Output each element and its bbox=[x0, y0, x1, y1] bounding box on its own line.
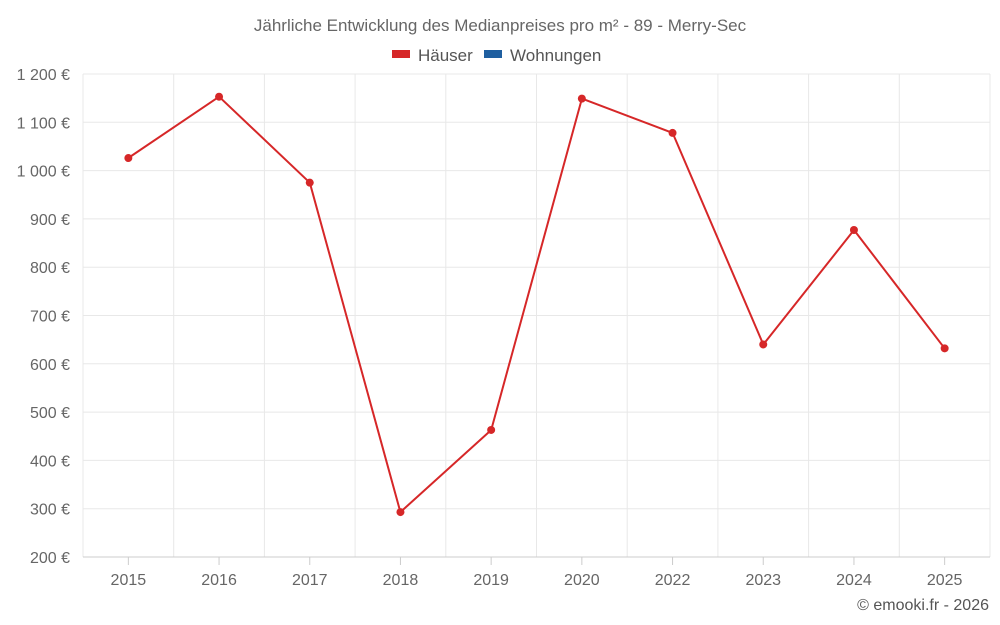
x-tick-label: 2024 bbox=[836, 572, 872, 589]
legend-item-wohnungen[interactable]: Wohnungen bbox=[484, 46, 601, 65]
y-tick-label: 300 € bbox=[30, 502, 70, 519]
data-point[interactable] bbox=[124, 154, 133, 163]
y-tick-label: 1 200 € bbox=[17, 67, 70, 84]
data-point[interactable] bbox=[577, 94, 586, 103]
legend: Häuser Wohnungen bbox=[392, 46, 601, 65]
series-layer bbox=[124, 92, 949, 517]
credit-text: © emooki.fr - 2026 bbox=[857, 597, 989, 614]
y-tick-label: 400 € bbox=[30, 453, 70, 470]
series-line-0 bbox=[127, 95, 946, 514]
y-tick-label: 800 € bbox=[30, 260, 70, 277]
legend-item-haeuser[interactable]: Häuser bbox=[392, 46, 473, 65]
y-tick-label: 600 € bbox=[30, 357, 70, 374]
data-point[interactable] bbox=[849, 226, 858, 235]
y-tick-label: 200 € bbox=[30, 550, 70, 567]
legend-label-wohnungen: Wohnungen bbox=[510, 46, 601, 65]
data-point[interactable] bbox=[668, 128, 677, 137]
x-tick-label: 2022 bbox=[655, 572, 691, 589]
data-point[interactable] bbox=[940, 344, 949, 353]
legend-label-haeuser: Häuser bbox=[418, 46, 473, 65]
chart-title: Jährliche Entwicklung des Medianpreises … bbox=[254, 16, 747, 35]
data-point[interactable] bbox=[759, 340, 768, 349]
grid bbox=[82, 73, 991, 557]
x-tick-label: 2016 bbox=[201, 572, 237, 589]
y-tick-label: 900 € bbox=[30, 212, 70, 229]
x-tick-label: 2025 bbox=[927, 572, 963, 589]
x-tick-label: 2018 bbox=[383, 572, 419, 589]
legend-swatch-haeuser bbox=[392, 50, 410, 58]
x-tick-label: 2023 bbox=[745, 572, 781, 589]
data-point[interactable] bbox=[487, 425, 496, 434]
data-point[interactable] bbox=[396, 508, 405, 517]
x-tick-label: 2015 bbox=[111, 572, 147, 589]
y-tick-label: 500 € bbox=[30, 405, 70, 422]
x-tick-label: 2017 bbox=[292, 572, 328, 589]
y-tick-label: 1 100 € bbox=[17, 115, 70, 132]
x-tick-label: 2020 bbox=[564, 572, 600, 589]
y-tick-label: 700 € bbox=[30, 309, 70, 326]
data-point[interactable] bbox=[305, 178, 314, 187]
y-tick-label: 1 000 € bbox=[17, 164, 70, 181]
x-tick-label: 2019 bbox=[473, 572, 509, 589]
axes: 1 200 € 1 100 € 1 000 € 900 € 800 € 700 € 600 … bbox=[17, 67, 990, 589]
legend-swatch-wohnungen bbox=[484, 50, 502, 58]
data-point[interactable] bbox=[215, 92, 224, 101]
